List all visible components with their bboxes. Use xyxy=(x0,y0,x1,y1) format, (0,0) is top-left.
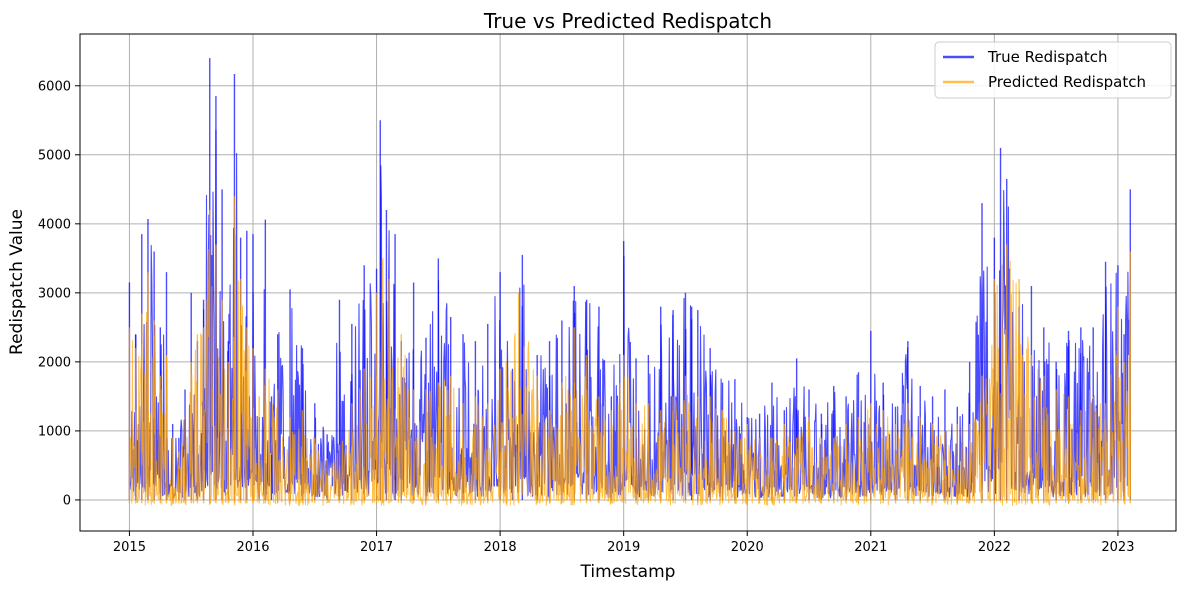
x-tick-label: 2020 xyxy=(731,540,764,555)
x-axis-title: Timestamp xyxy=(580,562,676,582)
y-tick-label: 1000 xyxy=(38,424,71,439)
y-tick-label: 0 xyxy=(63,493,71,508)
y-tick-label: 5000 xyxy=(38,148,71,163)
y-tick-label: 6000 xyxy=(38,79,71,94)
x-tick-label: 2015 xyxy=(113,540,146,555)
y-axis: 0 1000 2000 3000 4000 5000 6000 xyxy=(38,79,80,508)
y-tick-label: 2000 xyxy=(38,355,71,370)
legend-label-predicted: Predicted Redispatch xyxy=(988,73,1146,91)
y-tick-label: 4000 xyxy=(38,217,71,232)
chart-title: True vs Predicted Redispatch xyxy=(483,9,772,33)
x-tick-label: 2022 xyxy=(978,540,1011,555)
y-axis-title: Redispatch Value xyxy=(7,209,27,355)
plot-frame xyxy=(79,33,1177,532)
legend-label-true: True Redispatch xyxy=(987,48,1107,66)
x-tick-label: 2023 xyxy=(1101,540,1134,555)
x-tick-label: 2018 xyxy=(484,540,517,555)
y-tick-label: 3000 xyxy=(38,286,71,301)
x-tick-label: 2017 xyxy=(360,540,393,555)
series-line-predicted-redispatch xyxy=(128,234,1131,506)
series-layer xyxy=(128,58,1131,506)
legend[interactable]: True Redispatch Predicted Redispatch xyxy=(934,41,1172,99)
x-tick-label: 2021 xyxy=(854,540,887,555)
legend-box xyxy=(934,41,1172,99)
x-axis: 2015 2016 2017 2018 2019 2020 2021 2022 2023 xyxy=(113,531,1134,555)
x-tick-label: 2019 xyxy=(607,540,640,555)
x-tick-label: 2016 xyxy=(236,540,269,555)
